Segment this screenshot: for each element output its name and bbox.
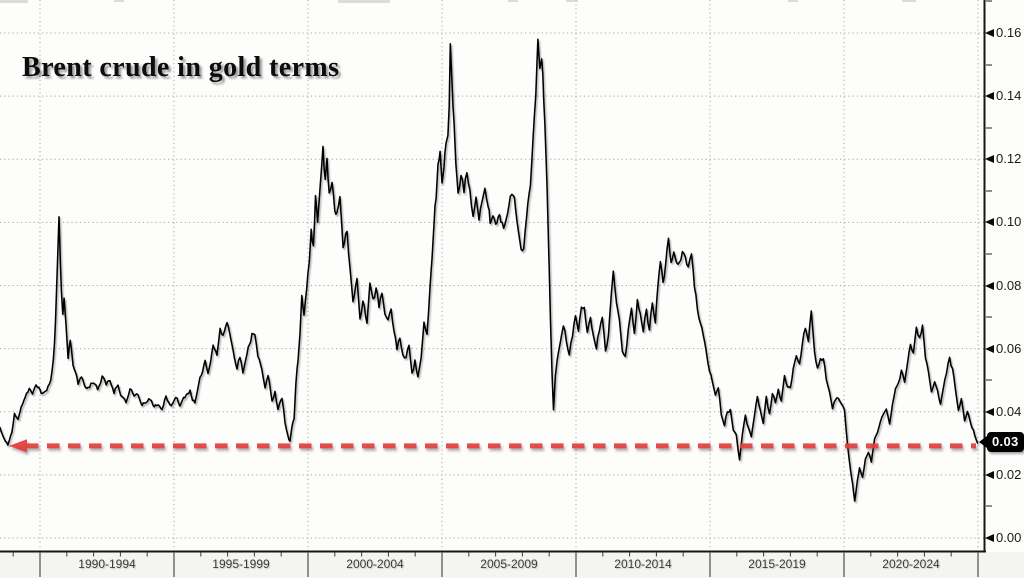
y-tick-arrow-icon	[985, 344, 994, 353]
y-axis-label: 0.14	[985, 88, 1021, 104]
y-axis-label: 0.10	[985, 214, 1021, 230]
y-minor-tick	[986, 126, 992, 129]
y-axis-label-text: 0.14	[996, 88, 1022, 104]
y-axis-label: 0.08	[985, 278, 1021, 294]
y-axis-label-text: 0.00	[996, 530, 1022, 545]
y-minor-tick	[986, 189, 992, 192]
y-tick-arrow-icon	[985, 218, 994, 227]
y-minor-tick	[986, 252, 992, 255]
top-edge-artifact	[508, 0, 518, 2]
y-axis-label-text: 0.16	[996, 25, 1022, 40]
y-axis-label: 0.02	[985, 467, 1021, 483]
y-minor-tick	[986, 379, 992, 382]
y-minor-tick	[986, 0, 992, 3]
y-minor-tick	[986, 505, 992, 508]
y-axis-label-text: 0.10	[996, 214, 1022, 230]
x-axis-section-label: 1995-1999	[212, 557, 270, 571]
y-minor-tick	[986, 63, 992, 66]
y-tick-arrow-icon	[985, 407, 994, 416]
y-axis-label: 0.12	[985, 151, 1021, 167]
chart-title: Brent crude in gold terms	[22, 52, 340, 83]
series-line	[0, 38, 979, 502]
y-axis-label: 0.16	[985, 25, 1021, 41]
y-tick-arrow-icon	[985, 29, 994, 37]
y-axis-label-text: 0.06	[996, 340, 1022, 356]
top-edge-artifact	[788, 0, 798, 2]
y-tick-arrow-icon	[985, 470, 994, 479]
top-edge-artifact	[0, 0, 28, 3]
top-edge-artifact	[566, 0, 578, 2]
y-tick-arrow-icon	[985, 155, 994, 164]
y-tick-arrow-icon	[985, 281, 994, 290]
y-axis-label: 0.04	[985, 404, 1021, 420]
x-label-band	[0, 552, 1024, 578]
y-axis-label-text: 0.04	[996, 403, 1022, 419]
reference-line-group	[9, 439, 976, 453]
x-axis-section-label: 2000-2004	[346, 557, 404, 571]
x-axis-section-label: 2015-2019	[748, 557, 806, 571]
y-tick-arrow-icon	[985, 92, 994, 101]
reference-arrowhead-icon	[9, 439, 27, 453]
y-axis-label: 0.00	[985, 530, 1021, 546]
x-axis-section-label: 2020-2024	[882, 557, 940, 571]
top-edge-artifact	[338, 0, 390, 3]
badge-pointer-icon	[979, 436, 987, 449]
current-value-text: 0.03	[987, 432, 1024, 453]
y-axis-label: 0.06	[985, 341, 1021, 357]
x-axis-section-label: 1990-1994	[78, 557, 136, 571]
top-edge-artifact	[902, 0, 916, 2]
top-edge-artifact	[114, 0, 124, 2]
y-axis-label-text: 0.08	[996, 277, 1022, 293]
y-axis-label-text: 0.02	[996, 466, 1022, 482]
x-axis-section-label: 2005-2009	[480, 557, 538, 571]
x-axis-section-label: 2010-2014	[614, 557, 672, 571]
y-tick-arrow-icon	[985, 534, 994, 542]
current-value-badge: 0.03	[979, 432, 1024, 453]
y-axis-label-text: 0.12	[996, 151, 1022, 167]
y-minor-tick	[986, 316, 992, 319]
